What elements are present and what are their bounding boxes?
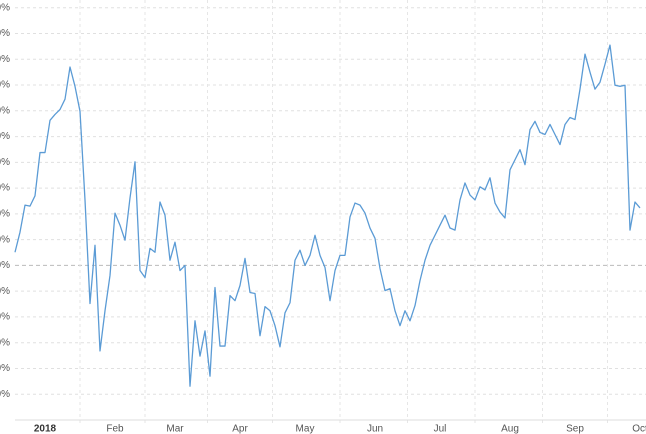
y-tick-label: 0%: [0, 105, 10, 116]
y-tick-label: 0%: [0, 131, 10, 142]
y-tick-label: 0%: [0, 2, 10, 13]
y-tick-label: 0%: [0, 312, 10, 323]
y-tick-label: 0%: [0, 363, 10, 374]
y-tick-label: 0%: [0, 286, 10, 297]
x-tick-label: Mar: [166, 424, 184, 434]
x-tick-label: Feb: [106, 424, 124, 434]
y-tick-label: 0%: [0, 54, 10, 65]
x-tick-label: Jul: [434, 424, 447, 434]
x-tick-label: Oct: [632, 424, 646, 434]
y-tick-label: 0%: [0, 234, 10, 245]
x-tick-label: May: [296, 424, 315, 434]
y-tick-label: 0%: [0, 209, 10, 220]
y-tick-label: 0%: [0, 389, 10, 400]
y-tick-label: 0%: [0, 260, 10, 271]
x-tick-label: Apr: [232, 424, 248, 434]
x-tick-label: Aug: [501, 424, 519, 434]
line: [14, 44, 641, 387]
y-tick-label: 0%: [0, 183, 10, 194]
y-tick-label: 0%: [0, 28, 10, 39]
y-tick-label: 0%: [0, 337, 10, 348]
x-tick-label: Sep: [566, 424, 584, 434]
y-tick-label: 0%: [0, 80, 10, 91]
x-tick-label: 2018: [34, 424, 57, 434]
x-tick-label: Jun: [367, 424, 383, 434]
y-tick-label: 0%: [0, 157, 10, 168]
